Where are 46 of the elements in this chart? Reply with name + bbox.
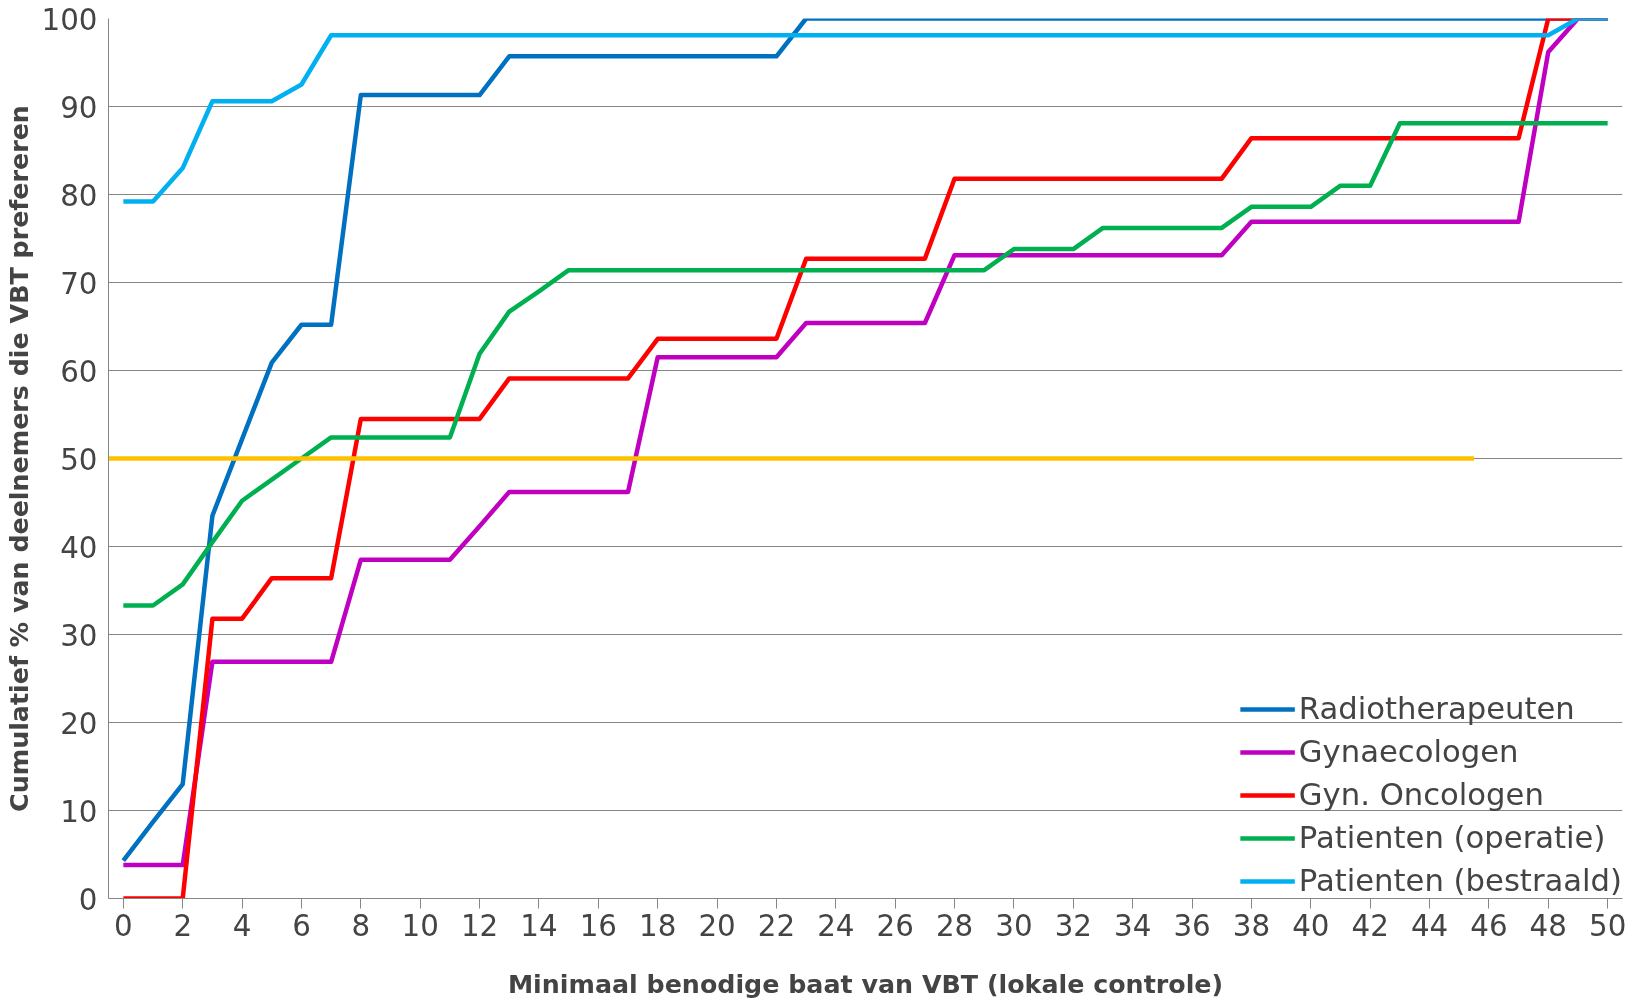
x-tick-label: 18 (639, 908, 677, 943)
x-tick-label: 4 (232, 908, 252, 943)
legend-label: Gynaecologen (1298, 734, 1519, 769)
y-tick-label: 80 (60, 178, 98, 213)
x-tick-label: 44 (1410, 908, 1449, 943)
x-tick-label: 38 (1232, 908, 1271, 943)
y-tick-label: 100 (41, 2, 98, 37)
legend-label: Patienten (bestraald) (1298, 863, 1622, 898)
legend-label: Radiotherapeuten (1298, 691, 1575, 726)
y-tick-label: 0 (78, 882, 98, 917)
x-tick-label: 30 (995, 908, 1033, 943)
x-tick-label: 2 (173, 908, 193, 943)
y-tick-label: 20 (60, 706, 98, 741)
y-tick-label: 40 (60, 530, 98, 565)
line-series (121, 120, 1610, 608)
x-tick-label: 0 (114, 908, 133, 943)
y-tick-label: 90 (60, 90, 98, 125)
x-tick-label: 12 (460, 908, 499, 943)
x-tick-label: 16 (579, 908, 617, 943)
x-tick-label: 20 (698, 908, 736, 943)
x-tick-label: 14 (520, 908, 558, 943)
y-tick-label: 30 (60, 618, 98, 653)
x-tick-label: 42 (1351, 908, 1389, 943)
x-tick-label: 24 (817, 908, 855, 943)
x-tick-label: 6 (292, 908, 311, 943)
x-tick-label: 50 (1589, 908, 1627, 943)
x-tick-label: 22 (757, 908, 796, 943)
x-tick-label: 8 (351, 908, 371, 943)
legend-label: Patienten (operatie) (1298, 820, 1606, 855)
x-tick-label: 32 (1054, 908, 1092, 943)
y-tick-label: 10 (60, 794, 98, 829)
x-tick-label: 26 (876, 908, 914, 943)
x-axis-title: Minimaal benodige baat van VBT (lokale controle) (507, 968, 1224, 999)
y-tick-label: 60 (60, 354, 98, 389)
x-tick-label: 34 (1114, 908, 1152, 943)
x-tick-label: 48 (1529, 908, 1567, 943)
y-axis-title: Cumulatief % van deelnemers die VBT prefereren (3, 105, 34, 812)
x-tick-label: 36 (1173, 908, 1211, 943)
line-series (121, 18, 1610, 204)
x-tick-label: 46 (1470, 908, 1508, 943)
y-tick-label: 70 (60, 266, 98, 301)
y-tick-label: 50 (60, 442, 98, 477)
x-tick-label: 10 (401, 908, 439, 943)
x-tick-label: 28 (935, 908, 974, 943)
x-tick-label: 40 (1292, 908, 1330, 943)
legend-label: Gyn. Oncologen (1298, 777, 1544, 812)
